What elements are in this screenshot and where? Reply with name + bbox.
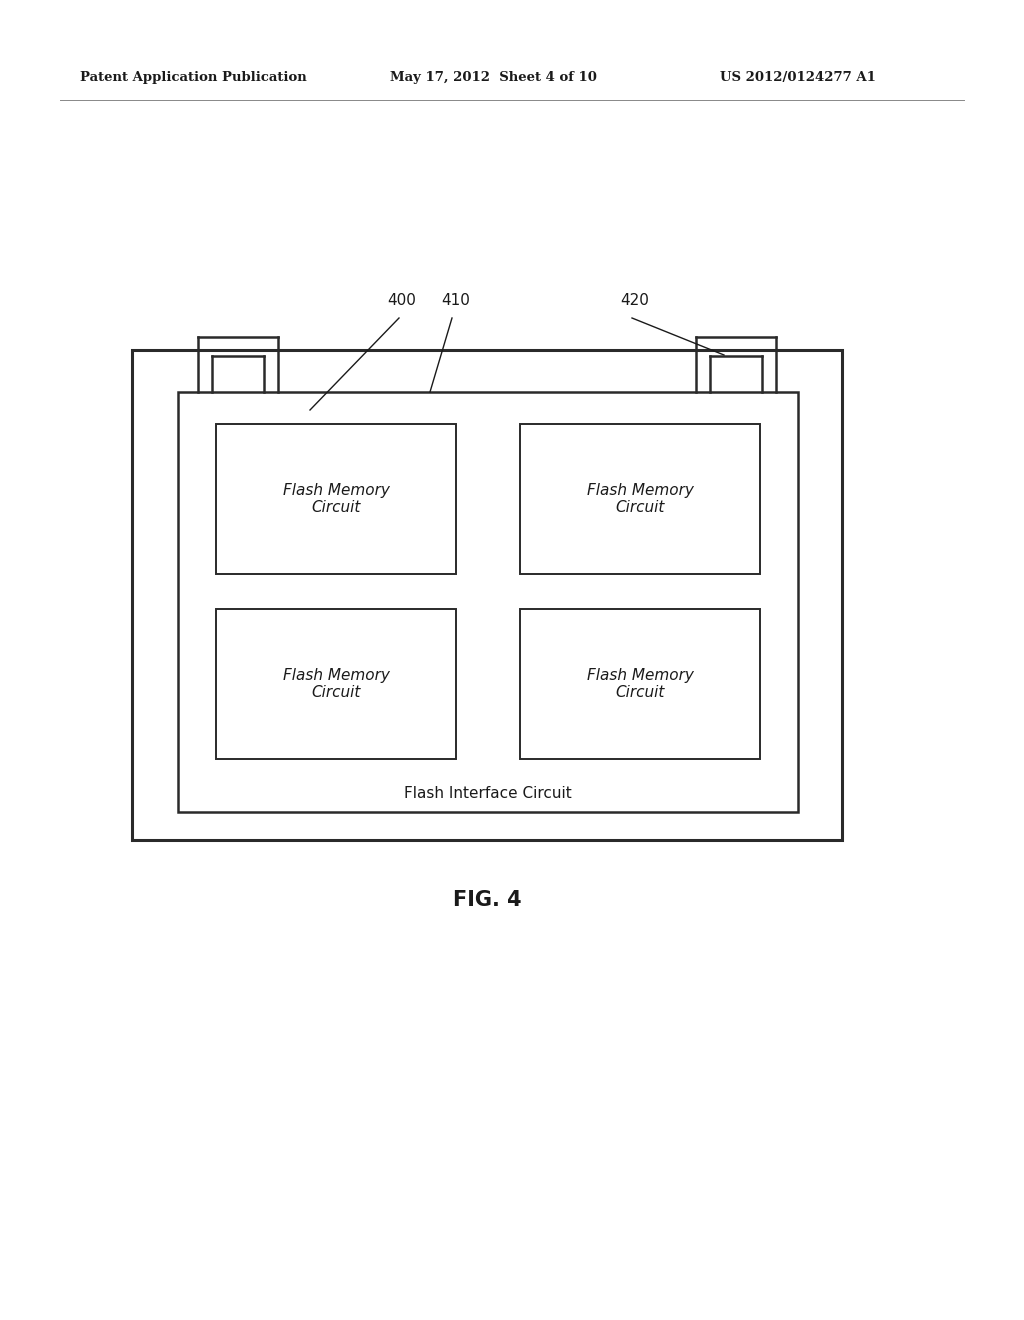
Text: Flash Interface Circuit: Flash Interface Circuit xyxy=(404,787,571,801)
Bar xyxy=(520,609,760,759)
Text: FIG. 4: FIG. 4 xyxy=(453,890,521,909)
Text: Flash Memory
Circuit: Flash Memory Circuit xyxy=(283,668,389,700)
Bar xyxy=(178,392,798,812)
Text: 410: 410 xyxy=(441,293,470,308)
Bar xyxy=(132,350,842,840)
Text: Flash Memory
Circuit: Flash Memory Circuit xyxy=(587,668,693,700)
Text: Flash Memory
Circuit: Flash Memory Circuit xyxy=(283,483,389,515)
Text: 420: 420 xyxy=(621,293,649,308)
Text: US 2012/0124277 A1: US 2012/0124277 A1 xyxy=(720,71,876,84)
Text: Flash Memory
Circuit: Flash Memory Circuit xyxy=(587,483,693,515)
Bar xyxy=(216,609,456,759)
Bar xyxy=(216,424,456,574)
Text: Patent Application Publication: Patent Application Publication xyxy=(80,71,307,84)
Text: May 17, 2012  Sheet 4 of 10: May 17, 2012 Sheet 4 of 10 xyxy=(390,71,597,84)
Bar xyxy=(520,424,760,574)
Text: 400: 400 xyxy=(387,293,417,308)
